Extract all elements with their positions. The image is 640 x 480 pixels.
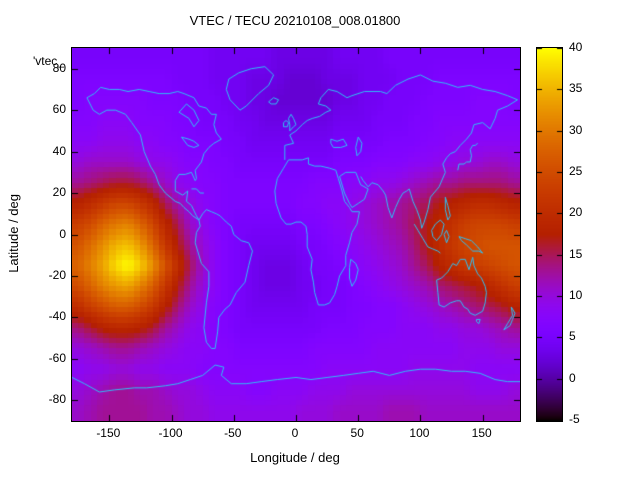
- x-tick-label: 50: [350, 426, 364, 440]
- colorbar-tick-label: 35: [569, 81, 583, 96]
- y-tick-label: 0: [59, 226, 66, 241]
- y-tick-label: -20: [48, 267, 66, 282]
- corner-label: 'vtec_: [33, 54, 64, 68]
- colorbar-tick-label: 20: [569, 205, 583, 220]
- y-tick-label: -80: [48, 392, 66, 407]
- x-tick-label: 150: [471, 426, 492, 440]
- colorbar-tick-label: 40: [569, 40, 583, 54]
- x-axis-label: Longitude / deg: [250, 450, 340, 465]
- y-tick-label: 80: [52, 60, 66, 75]
- x-tick-label: -50: [224, 426, 242, 440]
- y-tick-label: 40: [52, 143, 66, 158]
- colorbar-tick-label: 5: [569, 329, 576, 344]
- plot-area: [71, 47, 521, 422]
- y-tick-label: 20: [52, 185, 66, 200]
- y-axis-label-text: Latitude / deg: [5, 194, 21, 273]
- colorbar-tick-label: 25: [569, 164, 583, 178]
- colorbar-tick-label: 15: [569, 246, 583, 261]
- x-tick-label: 100: [409, 426, 430, 440]
- colorbar-tick-label: 10: [569, 288, 583, 302]
- colorbar-tick-label: -5: [569, 412, 580, 426]
- colorbar-tick-label: 30: [569, 122, 583, 137]
- x-tick-label: 0: [291, 426, 299, 440]
- y-axis-label: Latitude / deg: [4, 47, 22, 420]
- x-tick-label: -100: [158, 426, 183, 440]
- heatmap-canvas: [72, 48, 520, 421]
- x-tick-label: -150: [96, 426, 121, 440]
- colorbar-tick-label: 0: [569, 370, 576, 385]
- colorbar-canvas: [537, 48, 562, 421]
- colorbar: [536, 47, 563, 422]
- y-tick-label: -60: [48, 350, 66, 365]
- y-tick-label: -40: [48, 309, 66, 324]
- chart-title: VTEC / TECU 20210108_008.01800: [189, 13, 401, 28]
- y-tick-label: 60: [52, 102, 66, 117]
